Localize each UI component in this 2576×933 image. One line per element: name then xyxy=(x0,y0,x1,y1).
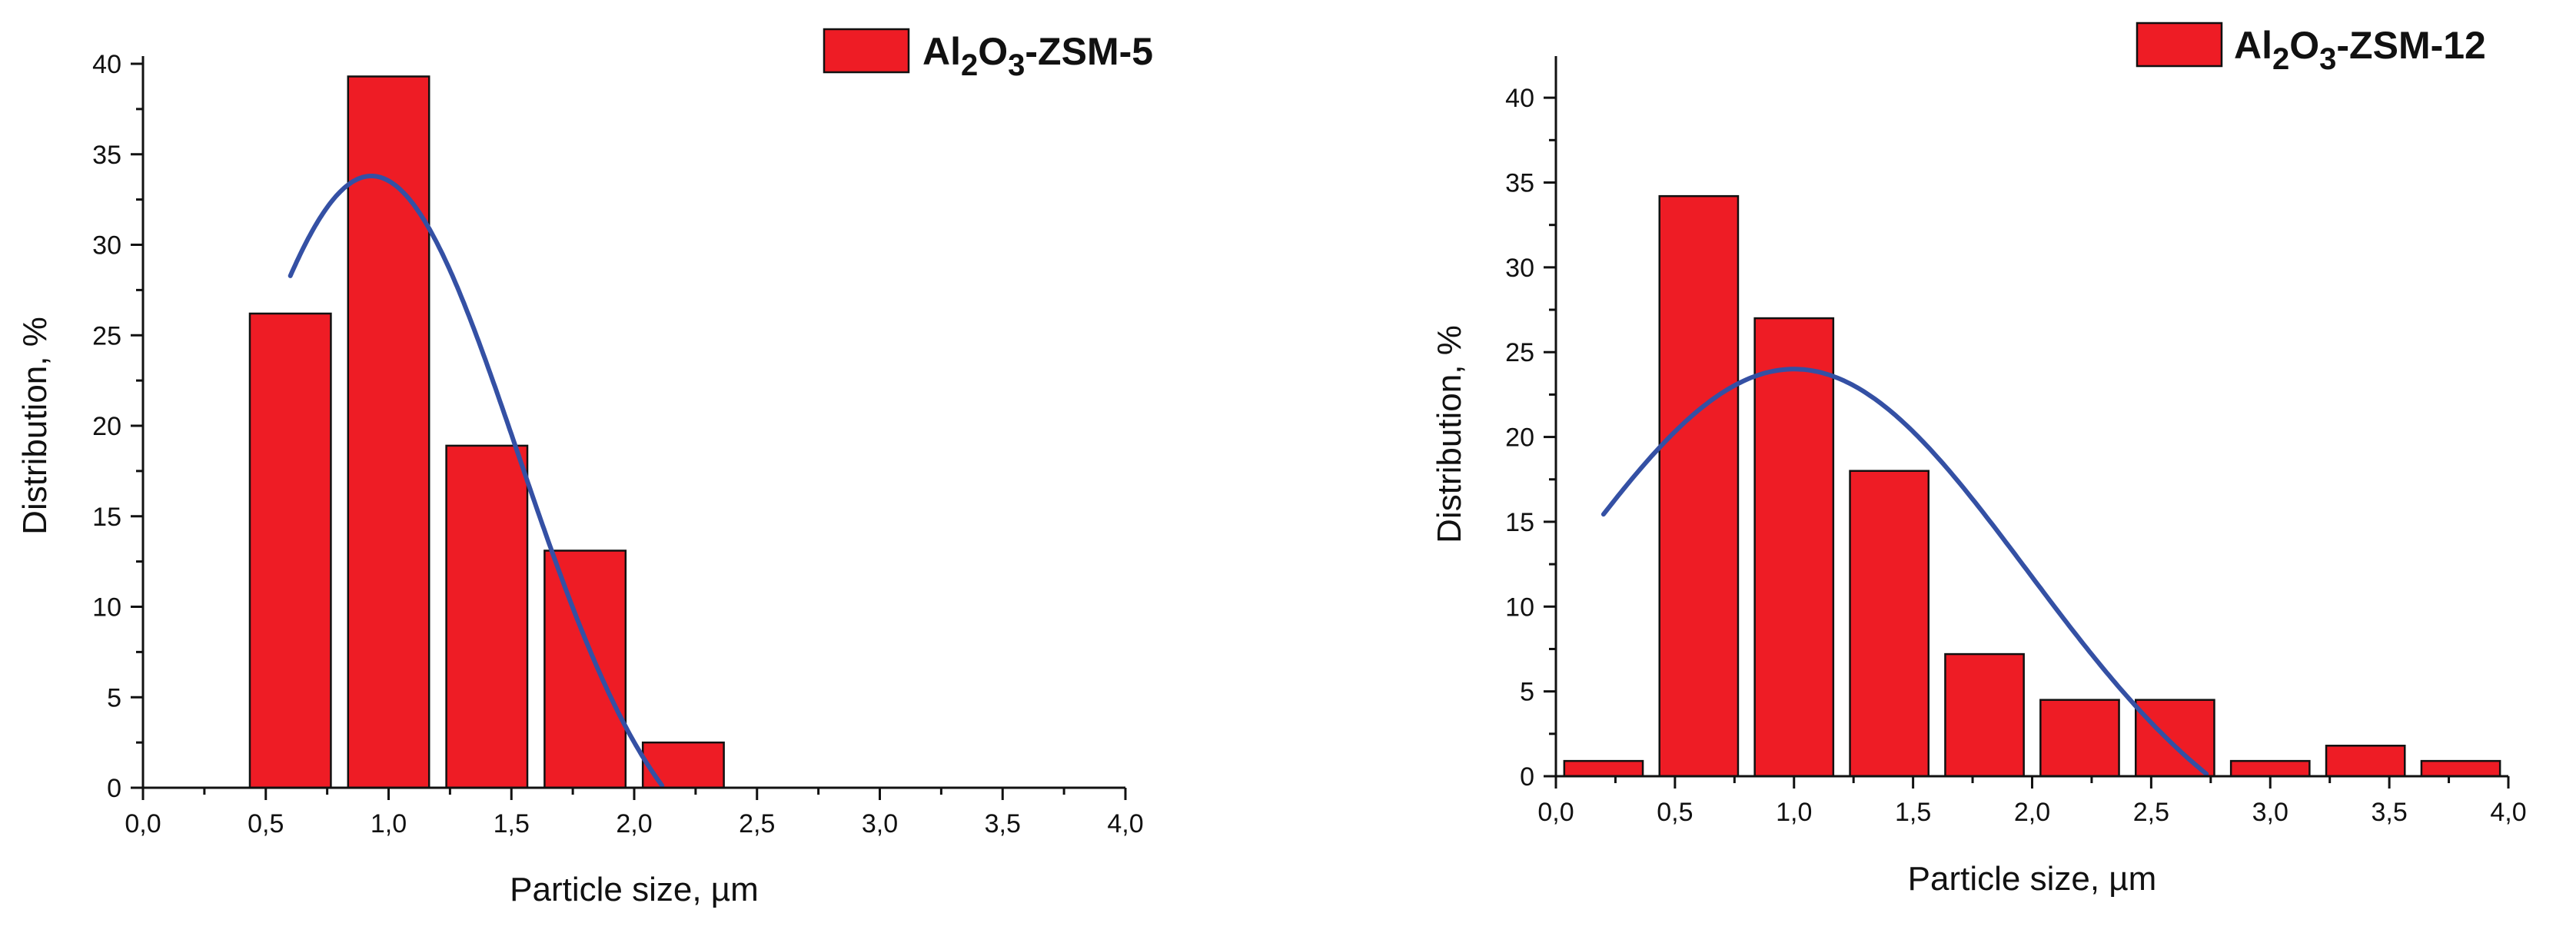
y-tick-label: 40 xyxy=(1505,84,1534,113)
x-tick-label: 0,5 xyxy=(1657,798,1693,827)
y-tick-label: 20 xyxy=(92,412,121,441)
y-tick-label: 20 xyxy=(1505,423,1534,453)
bar-4 xyxy=(1944,652,2025,778)
y-tick-label: 5 xyxy=(107,683,121,712)
y-tick-label: 10 xyxy=(92,593,121,623)
y-tick-label: 15 xyxy=(92,503,121,532)
bar-1 xyxy=(1658,194,1740,778)
legend-label: Al2O3-ZSM-5 xyxy=(922,30,1153,82)
y-tick-label: 5 xyxy=(1520,678,1534,707)
y-axis-title: Distribution, % xyxy=(16,317,54,535)
fit-curve-segment-0 xyxy=(1600,367,2209,776)
chart-al2o3-zsm12: 0,0 0,5 1,0 1,5 2,0 2,5 3,0 3,5 4,0 0 5 10 15 20 25 30 3… xyxy=(1431,22,2527,898)
fit-curve-segment-0 xyxy=(288,174,665,789)
x-tick-label: 2,0 xyxy=(616,809,652,838)
x-tick-label: 1,5 xyxy=(494,809,530,838)
x-tick-label: 4,0 xyxy=(1107,809,1143,838)
y-axis-title: Distribution, % xyxy=(1431,325,1468,543)
y-tick-label: 0 xyxy=(1520,762,1534,792)
bar-5 xyxy=(2039,699,2120,778)
bar-8 xyxy=(2325,745,2406,778)
x-tick-label: 0,5 xyxy=(248,809,284,838)
bar-7 xyxy=(2229,759,2311,778)
y-tick-label: 30 xyxy=(92,231,121,261)
x-axis-title: Particle size, µm xyxy=(1908,860,2157,898)
chart-al2o3-zsm5: 0,0 0,5 1,0 1,5 2,0 2,5 3,0 3,5 4,0 0 5 10 15 20 25 30 3… xyxy=(16,28,1153,908)
y-tick-label: 30 xyxy=(1505,254,1534,283)
bar-0 xyxy=(1563,759,1644,778)
y-tick-label: 0 xyxy=(107,774,121,803)
bar-0 xyxy=(248,312,332,789)
x-tick-label: 1,0 xyxy=(371,809,407,838)
y-tick-label: 10 xyxy=(1505,593,1534,622)
x-tick-label: 4,0 xyxy=(2490,798,2526,827)
x-tick-label: 2,5 xyxy=(2133,798,2169,827)
x-tick-label: 1,0 xyxy=(1776,798,1812,827)
y-tick-label: 35 xyxy=(1505,169,1534,198)
legend: Al2O3-ZSM-5 xyxy=(823,28,1153,82)
bar-3 xyxy=(1849,470,1930,778)
x-tick-label: 0,0 xyxy=(125,809,161,838)
bar-1 xyxy=(347,75,430,789)
y-tick-label: 25 xyxy=(1505,338,1534,367)
y-tick-label: 15 xyxy=(1505,508,1534,537)
x-tick-label: 2,0 xyxy=(2014,798,2050,827)
y-tick-label: 35 xyxy=(92,141,121,170)
legend-swatch xyxy=(2136,22,2223,68)
x-tick-label: 2,5 xyxy=(739,809,775,838)
y-tick-label: 40 xyxy=(92,50,121,79)
y-tick-label: 25 xyxy=(92,321,121,350)
bar-6 xyxy=(2134,699,2215,778)
bar-3 xyxy=(543,550,627,789)
x-tick-label: 1,5 xyxy=(1895,798,1931,827)
x-tick-label: 3,0 xyxy=(862,809,898,838)
legend-label: Al2O3-ZSM-12 xyxy=(2234,24,2486,76)
bar-2 xyxy=(1753,317,1835,778)
bar-2 xyxy=(445,444,529,789)
legend-swatch xyxy=(823,28,910,74)
legend: Al2O3-ZSM-12 xyxy=(2136,22,2486,76)
x-axis-title: Particle size, µm xyxy=(510,871,759,908)
x-tick-label: 0,0 xyxy=(1537,798,1574,827)
bar-4 xyxy=(641,741,725,789)
x-tick-label: 3,0 xyxy=(2252,798,2288,827)
bar-9 xyxy=(2420,759,2501,778)
x-tick-label: 3,5 xyxy=(985,809,1021,838)
x-tick-label: 3,5 xyxy=(2371,798,2407,827)
